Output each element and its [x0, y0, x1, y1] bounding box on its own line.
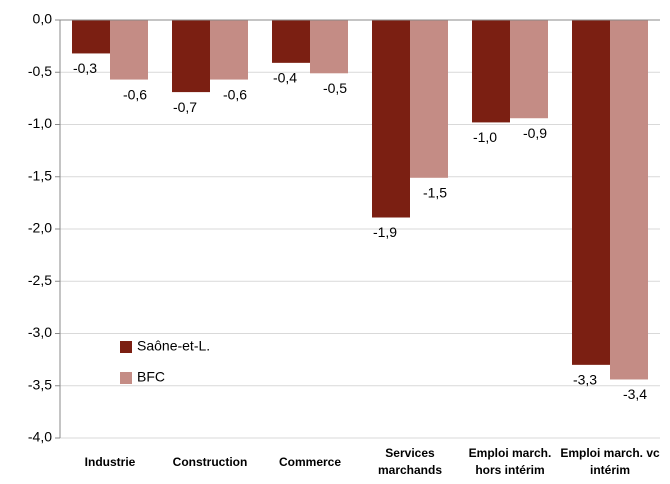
legend-swatch [120, 372, 132, 384]
value-label: -0,4 [273, 70, 297, 86]
y-tick-label: -3,5 [28, 376, 52, 392]
legend-swatch [120, 341, 132, 353]
bar [310, 20, 348, 74]
y-tick-label: -1,5 [28, 167, 52, 183]
y-tick-label: 0,0 [33, 11, 53, 27]
legend-label: BFC [137, 369, 165, 385]
value-label: -3,4 [623, 386, 647, 402]
value-label: -0,9 [523, 125, 547, 141]
x-tick-label: Commerce [278, 454, 342, 469]
value-label: -0,6 [123, 86, 147, 102]
y-tick-label: -1,0 [28, 115, 52, 131]
value-label: -3,3 [573, 372, 597, 388]
bar [510, 20, 548, 119]
x-tick-label: Industrie [84, 454, 136, 469]
y-tick-label: -2,0 [28, 220, 52, 236]
y-tick-label: -2,5 [28, 272, 52, 288]
bar [410, 20, 448, 178]
bar [172, 20, 210, 93]
bar [610, 20, 648, 380]
bar [110, 20, 148, 80]
value-label: -1,9 [373, 224, 397, 240]
bar [72, 20, 110, 54]
y-tick-label: -3,0 [28, 324, 52, 340]
x-tick-label: Services marchands [377, 446, 443, 477]
x-tick-label: Construction [172, 454, 248, 469]
value-label: -0,5 [323, 80, 347, 96]
value-label: -0,7 [173, 99, 197, 115]
y-tick-label: -4,0 [28, 429, 52, 445]
x-tick-label: Emploi march. vc intérim [560, 446, 660, 477]
legend-label: Saône-et-L. [137, 338, 210, 354]
value-label: -1,0 [473, 129, 497, 145]
x-tick-label: Emploi march. hors intérim [468, 446, 552, 477]
bar [210, 20, 248, 80]
bar [372, 20, 410, 218]
bar [572, 20, 610, 365]
value-label: -0,6 [223, 86, 247, 102]
y-tick-label: -0,5 [28, 63, 52, 79]
value-label: -1,5 [423, 184, 447, 200]
value-label: -0,3 [73, 60, 97, 76]
bar [472, 20, 510, 123]
bar [272, 20, 310, 63]
